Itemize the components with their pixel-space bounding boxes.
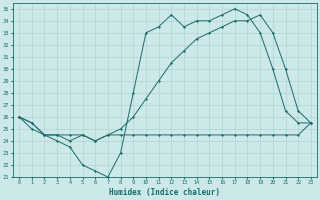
X-axis label: Humidex (Indice chaleur): Humidex (Indice chaleur) (109, 188, 220, 197)
